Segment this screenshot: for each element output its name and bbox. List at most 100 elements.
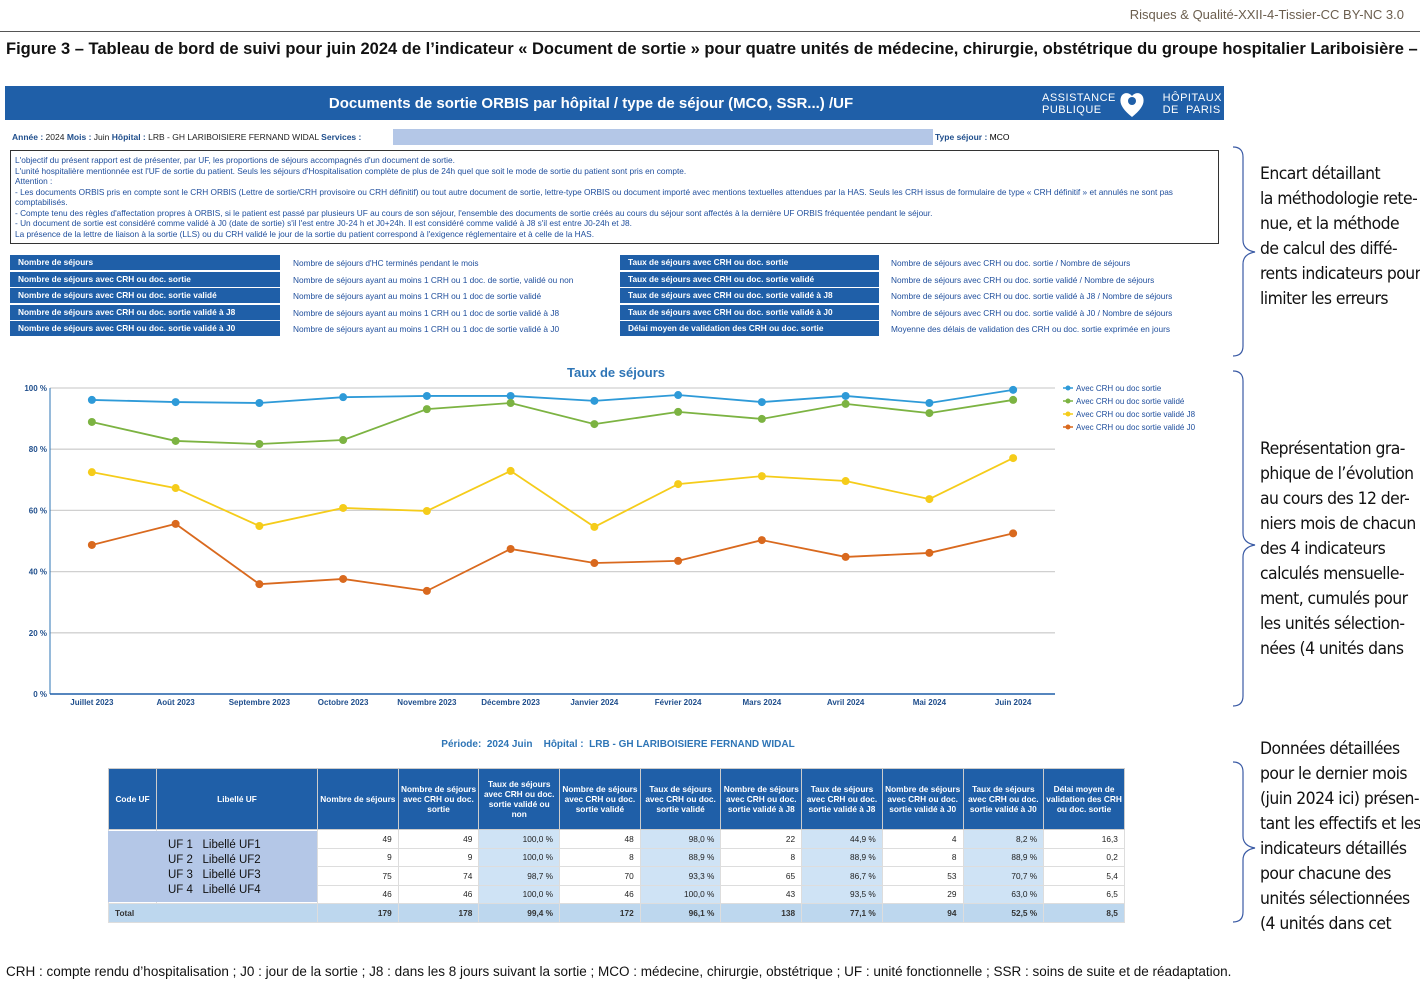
table-cell: 98,0 %: [639, 829, 722, 849]
data-point: [757, 398, 766, 407]
column-header: Nombre de séjours avec CRH ou doc. sorti…: [559, 768, 641, 830]
data-point: [255, 580, 264, 589]
y-tick-label: 100 %: [24, 384, 47, 393]
legend-label: Avec CRH ou doc sortie validé: [1076, 397, 1185, 406]
table-cell: 93,3 %: [639, 866, 722, 886]
services-field: [393, 129, 933, 145]
annotation-line: pour chacune des: [1260, 864, 1391, 884]
definition-label: Taux de séjours avec CRH ou doc. sortie …: [620, 288, 879, 304]
column-header: Libellé UF: [156, 768, 318, 830]
period-line: Période: 2024 Juin Hôpital : LRB - GH LA…: [0, 739, 1236, 750]
uf-label-box: [108, 831, 317, 902]
figure-title: Figure 3 – Tableau de bord de suivi pour…: [6, 40, 1418, 58]
data-point: [841, 391, 850, 400]
x-tick-label: Juillet 2023: [70, 698, 114, 707]
uf-label: UF 3 Libellé UF3: [168, 869, 261, 881]
table-row: 9 9 100,0 % 8 88,9 % 8 88,9 % 8 88,9 % 0,2: [108, 847, 1125, 867]
header-rule: [0, 31, 1420, 32]
data-point: [590, 396, 599, 405]
definition-text: Nombre de séjours avec CRH ou doc. sorti…: [891, 291, 1173, 302]
data-point: [590, 522, 599, 531]
table-cell: 70,7 %: [962, 866, 1045, 886]
column-header: Code UF: [108, 768, 157, 830]
legend-marker: [1065, 424, 1071, 430]
table-cell: 16,3: [1043, 829, 1125, 849]
period-hospital-label: Hôpital :: [543, 739, 584, 750]
y-tick-label: 80 %: [29, 445, 47, 454]
data-point: [1009, 395, 1018, 404]
annotation-line: des 4 indicateurs: [1260, 539, 1386, 559]
data-point: [171, 484, 180, 493]
column-header: Délai moyen de validation des CRH ou doc…: [1043, 768, 1125, 830]
legend-label: Avec CRH ou doc sortie validé J8: [1076, 410, 1196, 419]
definition-label: Nombre de séjours avec CRH ou doc. sorti…: [10, 304, 280, 320]
y-tick-label: 40 %: [29, 568, 47, 577]
period-hospital-value: LRB - GH LARIBOISIERE FERNAND WIDAL: [589, 739, 795, 750]
dashboard-title: Documents de sortie ORBIS par hôpital / …: [328, 95, 854, 112]
year-value: 2024: [45, 132, 65, 142]
annotation-line: Données détaillées: [1260, 739, 1400, 759]
table-cell: 53: [881, 866, 964, 886]
table-cell: 8: [881, 847, 964, 867]
series-line: [91, 457, 1014, 528]
definition-text: Nombre de séjours avec CRH ou doc. sorti…: [891, 307, 1173, 318]
stay-type-value: MCO: [989, 132, 1010, 142]
annotation-line: de calcul des diffé-: [1260, 239, 1398, 259]
definition-text: Nombre de séjours ayant au moins 1 CRH o…: [293, 291, 542, 302]
series-line: [91, 388, 1014, 404]
data-point: [339, 503, 348, 512]
definition-label: Nombre de séjours avec CRH ou doc. sorti…: [10, 271, 280, 287]
table-cell: 100,0 %: [478, 847, 561, 867]
table-cell: 8: [720, 847, 803, 867]
table-cell: 70: [559, 866, 641, 886]
methodology-line: L'objectif du présent rapport est de pré…: [15, 155, 455, 165]
x-tick-label: Janvier 2024: [570, 698, 619, 707]
data-point: [757, 472, 766, 481]
series-2: [87, 454, 1018, 531]
journal-reference: Risques & Qualité-XXII-4-Tissier-CC BY-N…: [1129, 7, 1404, 22]
table-cell: 9: [317, 847, 399, 867]
annotation-line: les unités sélection-: [1260, 614, 1405, 634]
methodology-line: L'unité hospitalière mentionnée est l'UF…: [15, 165, 687, 176]
table-cell: 5,4: [1043, 866, 1125, 886]
y-tick-label: 0 %: [33, 690, 47, 699]
table-cell: 63,0 %: [962, 884, 1045, 904]
chart-title: Taux de séjours: [567, 365, 665, 380]
data-point: [171, 436, 180, 445]
table-cell: 29: [881, 884, 964, 904]
data-point: [87, 468, 96, 477]
data-point: [506, 544, 515, 553]
annotation-table: Données détaillées pour le dernier mois (j…: [1260, 737, 1420, 937]
brace-chart: [1232, 370, 1256, 707]
data-point: [841, 399, 850, 408]
figure-footnote: CRH : compte rendu d’hospitalisation ; J…: [6, 964, 1232, 979]
methodology-box: L'objectif du présent rapport est de pré…: [10, 150, 1219, 244]
annotation-line: rents indicateurs pour: [1260, 264, 1420, 284]
total-cell: 77,1 %: [801, 903, 883, 923]
legend-marker: [1065, 411, 1071, 417]
data-point: [506, 466, 515, 475]
x-tick-label: Mai 2024: [913, 698, 947, 707]
series-line: [91, 522, 1014, 592]
stay-type-label: Type séjour :: [935, 132, 988, 142]
brace-methodology: [1232, 146, 1256, 357]
total-cell: 52,5 %: [962, 903, 1045, 923]
annotation-line: nées (4 unités dans: [1260, 639, 1404, 659]
month-label: Mois :: [66, 132, 92, 142]
column-header: Nombre de séjours avec CRH ou doc. sorti…: [397, 768, 480, 830]
methodology-line: - Un document de sortie est considéré co…: [15, 218, 632, 228]
rate-line-chart: Taux de séjours 0 % 20 % 40 % 60 % 80 % 100 % J…: [24, 365, 1196, 707]
data-point: [339, 574, 348, 583]
series-3: [87, 519, 1018, 595]
table-cell: 49: [397, 829, 480, 849]
column-header: Taux de séjours avec CRH ou doc. sortie …: [478, 768, 561, 830]
table-cell: 100,0 %: [478, 829, 561, 849]
annotation-line: Représentation gra-: [1260, 439, 1405, 459]
table-cell: 88,9 %: [639, 847, 722, 867]
total-row: Total 179 178 99,4 % 172 96,1 % 138 77,1 % 94 52,…: [108, 903, 1125, 923]
table-cell: 93,5 %: [801, 884, 883, 904]
table-cell: 9: [397, 847, 480, 867]
data-point: [422, 391, 431, 400]
data-point: [925, 548, 934, 557]
data-point: [925, 495, 934, 504]
